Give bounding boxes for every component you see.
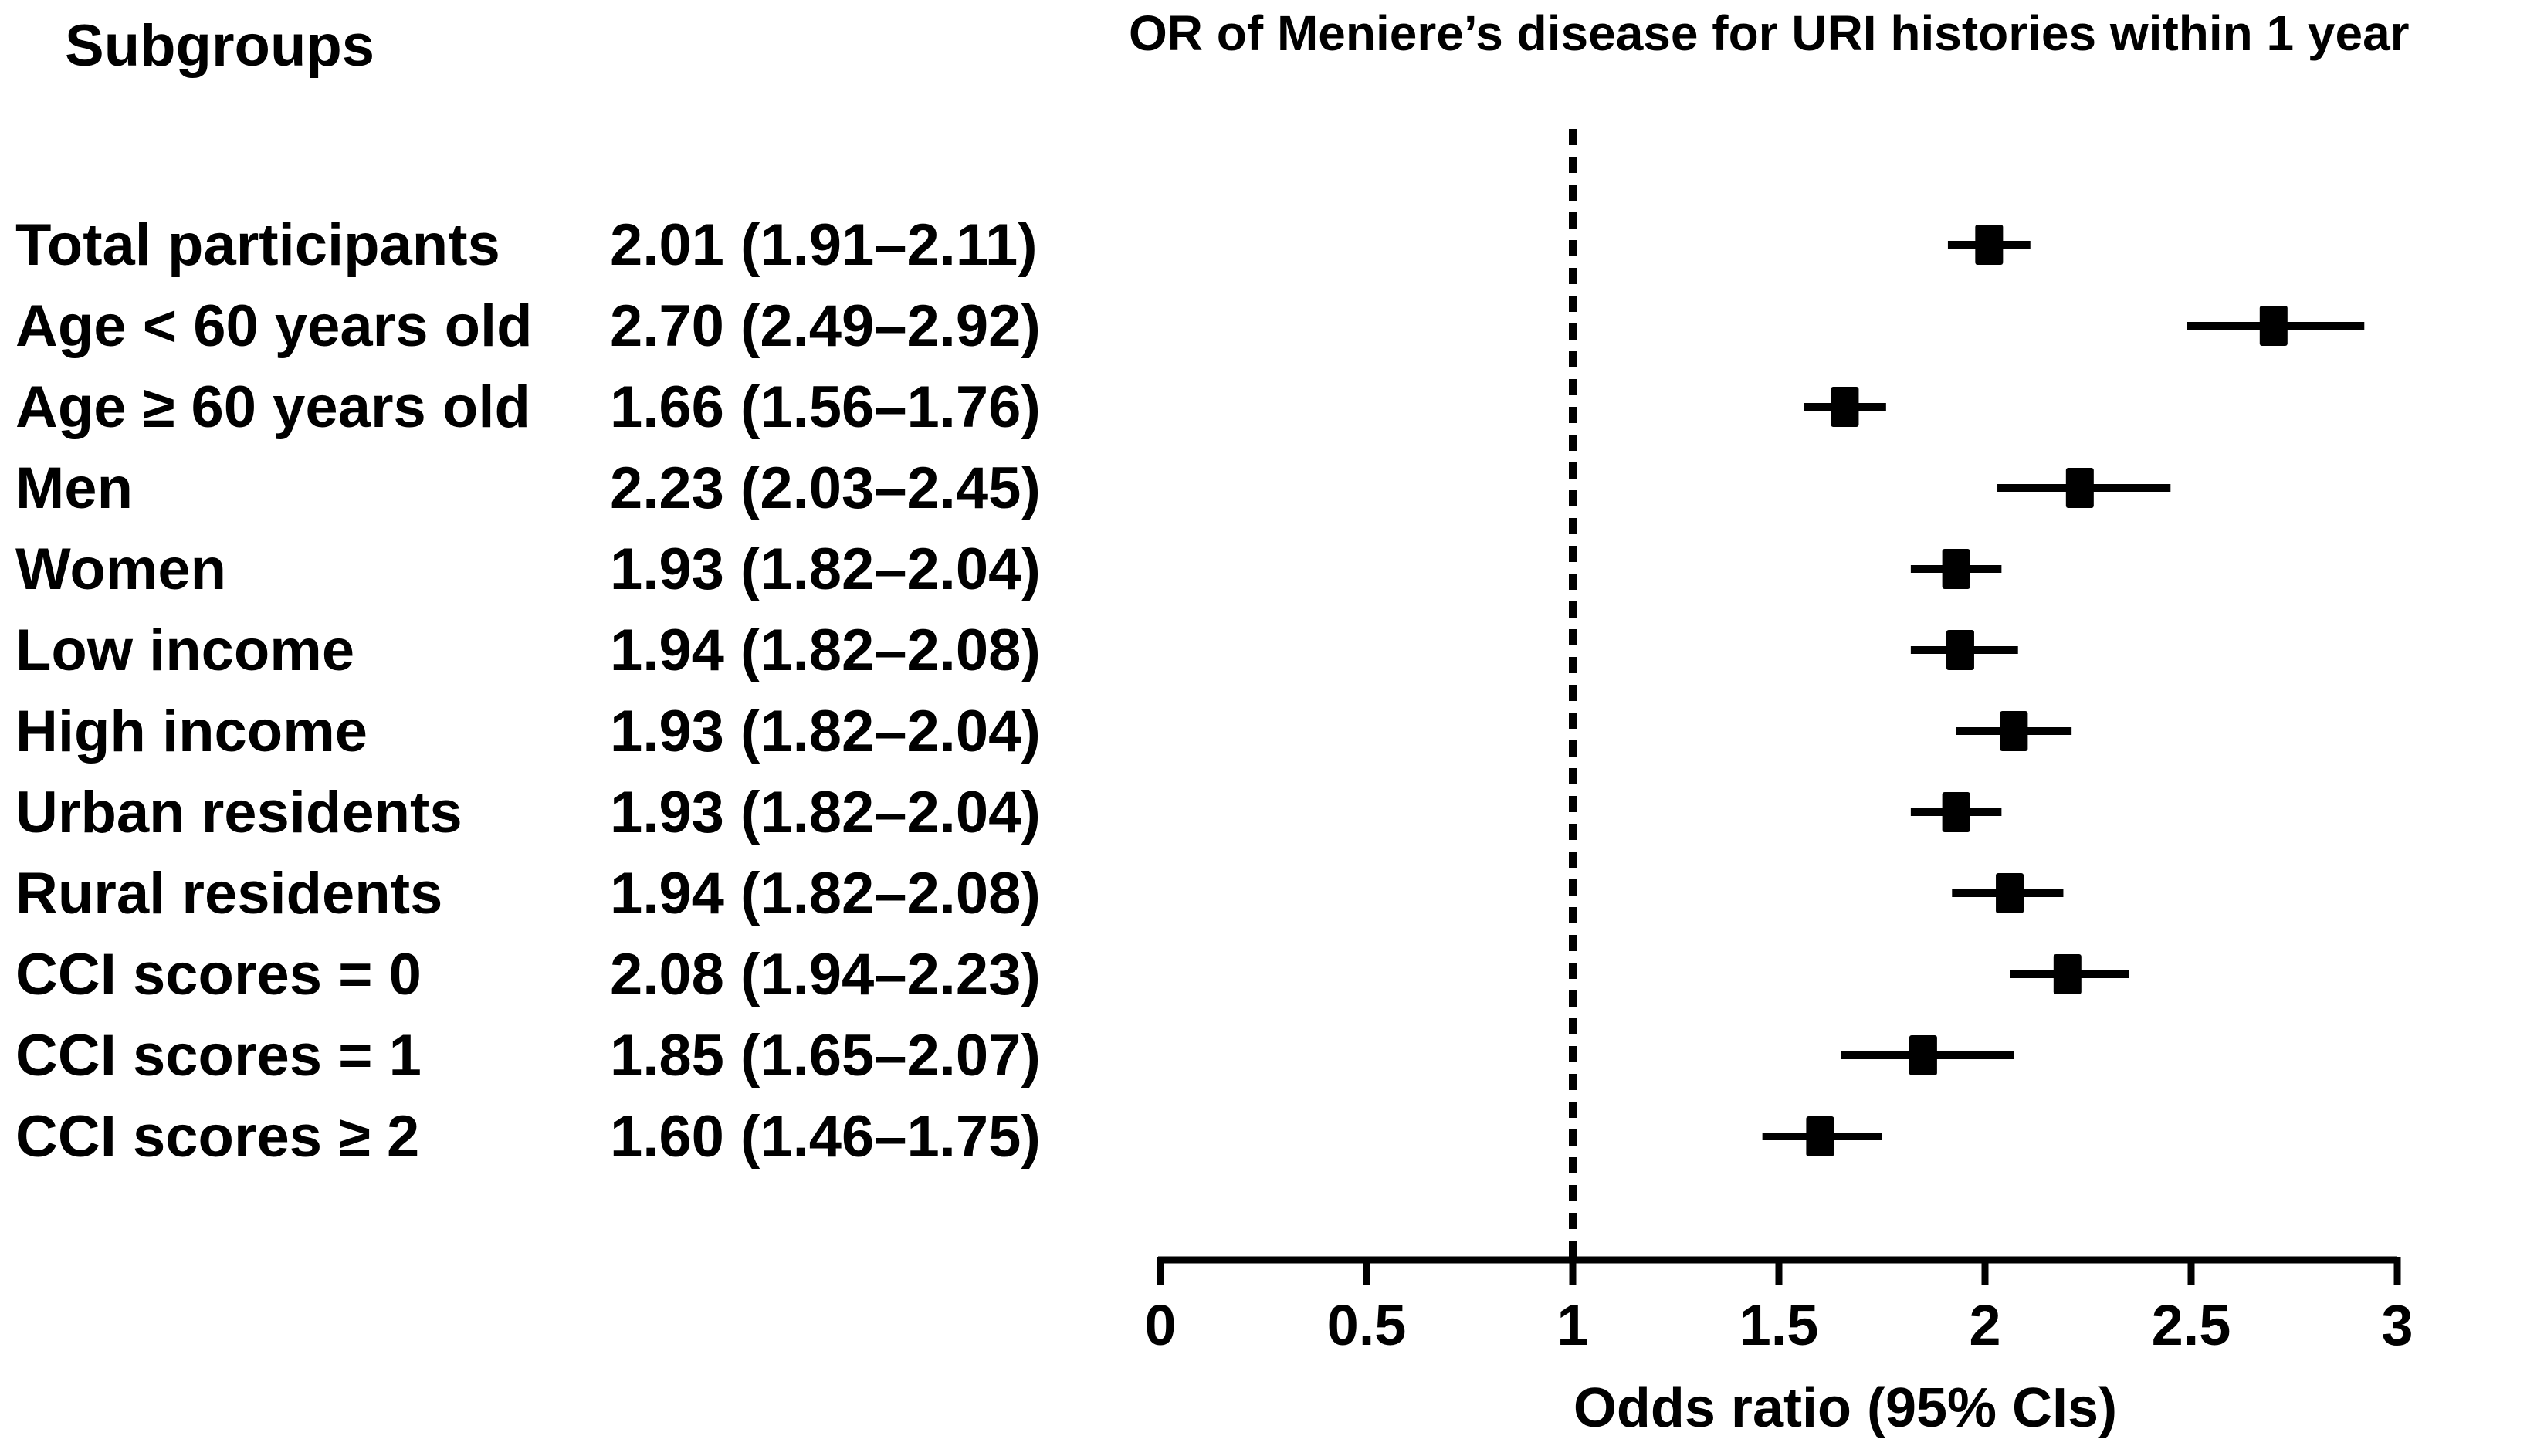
x-tick-label: 2 bbox=[1969, 1293, 2000, 1357]
subgroup-label: CCI scores ≥ 2 bbox=[15, 1103, 420, 1170]
x-tick-label: 0.5 bbox=[1327, 1293, 1407, 1357]
x-axis-title: Odds ratio (95% CIs) bbox=[1573, 1377, 2117, 1439]
x-tick-label: 1.5 bbox=[1739, 1293, 1819, 1357]
or-marker bbox=[1942, 792, 1970, 832]
or-ci-value: 2.01 (1.91–2.11) bbox=[610, 212, 1038, 278]
subgroup-label: Rural residents bbox=[15, 860, 443, 926]
page-title: OR of Meniere’s disease for URI historie… bbox=[1129, 5, 2410, 61]
subgroup-row: Age < 60 years old 2.70 (2.49–2.92) bbox=[15, 285, 1120, 367]
subgroup-label: High income bbox=[15, 698, 368, 764]
or-ci-value: 1.93 (1.82–2.04) bbox=[610, 536, 1041, 602]
or-marker bbox=[1831, 387, 1859, 427]
or-ci-value: 1.85 (1.65–2.07) bbox=[610, 1022, 1041, 1089]
or-ci-value: 1.94 (1.82–2.08) bbox=[610, 860, 1041, 926]
or-marker bbox=[1806, 1116, 1834, 1156]
subgroup-row: Total participants 2.01 (1.91–2.11) bbox=[15, 204, 1120, 286]
or-ci-value: 2.08 (1.94–2.23) bbox=[610, 941, 1041, 1007]
x-tick-label: 0 bbox=[1144, 1293, 1176, 1357]
x-tick-label: 2.5 bbox=[2152, 1293, 2231, 1357]
subgroup-row: Women 1.93 (1.82–2.04) bbox=[15, 528, 1120, 610]
subgroup-label: CCI scores = 0 bbox=[15, 941, 422, 1007]
subgroup-row: CCI scores = 0 2.08 (1.94–2.23) bbox=[15, 933, 1120, 1015]
or-ci-value: 1.66 (1.56–1.76) bbox=[610, 374, 1041, 440]
or-marker bbox=[1909, 1035, 1937, 1075]
or-marker bbox=[2259, 306, 2288, 346]
subgroup-row: CCI scores = 1 1.85 (1.65–2.07) bbox=[15, 1014, 1120, 1096]
or-marker bbox=[1996, 873, 2024, 913]
or-ci-value: 2.23 (2.03–2.45) bbox=[610, 455, 1041, 521]
or-ci-value: 2.70 (2.49–2.92) bbox=[610, 293, 1041, 359]
or-marker bbox=[1975, 225, 2004, 265]
subgroup-row: Urban residents 1.93 (1.82–2.04) bbox=[15, 771, 1120, 853]
x-tick-label: 3 bbox=[2381, 1293, 2413, 1357]
subgroup-row: Low income 1.94 (1.82–2.08) bbox=[15, 609, 1120, 691]
subgroup-row: High income 1.93 (1.82–2.04) bbox=[15, 690, 1120, 772]
subgroup-label: Age ≥ 60 years old bbox=[15, 374, 530, 440]
or-ci-value: 1.94 (1.82–2.08) bbox=[610, 617, 1041, 683]
subgroups-column-header: Subgroups bbox=[65, 13, 375, 79]
subgroup-table: Total participants 2.01 (1.91–2.11) Age < … bbox=[0, 0, 1127, 1456]
or-marker bbox=[2065, 468, 2094, 508]
or-ci-value: 1.93 (1.82–2.04) bbox=[610, 698, 1041, 764]
or-ci-value: 1.93 (1.82–2.04) bbox=[610, 779, 1041, 845]
subgroup-label: Total participants bbox=[15, 212, 500, 278]
subgroup-label: Age < 60 years old bbox=[15, 293, 533, 359]
subgroup-label: Low income bbox=[15, 617, 355, 683]
subgroup-label: Men bbox=[15, 455, 133, 521]
subgroup-row: Rural residents 1.94 (1.82–2.08) bbox=[15, 852, 1120, 934]
or-marker bbox=[2000, 711, 2028, 751]
subgroup-label: Women bbox=[15, 536, 227, 602]
or-marker bbox=[2053, 954, 2082, 994]
x-tick-label: 1 bbox=[1557, 1293, 1588, 1357]
or-marker bbox=[1946, 630, 1974, 670]
or-marker bbox=[1942, 549, 1970, 589]
subgroup-label: Urban residents bbox=[15, 779, 462, 845]
subgroup-row: Men 2.23 (2.03–2.45) bbox=[15, 447, 1120, 529]
subgroup-row: Age ≥ 60 years old 1.66 (1.56–1.76) bbox=[15, 366, 1120, 448]
subgroup-row: CCI scores ≥ 2 1.60 (1.46–1.75) bbox=[15, 1095, 1120, 1177]
or-ci-value: 1.60 (1.46–1.75) bbox=[610, 1103, 1041, 1170]
subgroup-label: CCI scores = 1 bbox=[15, 1022, 422, 1089]
